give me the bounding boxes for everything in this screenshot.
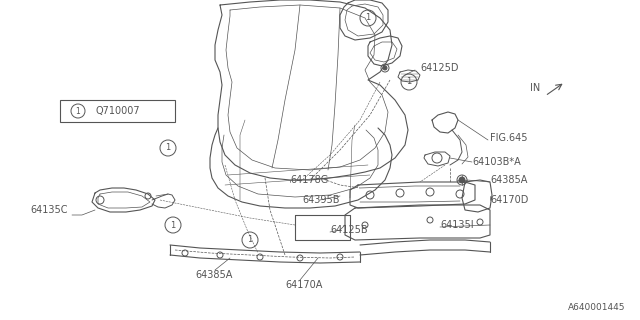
Text: 1: 1 <box>406 77 412 86</box>
Text: 1: 1 <box>76 107 81 116</box>
Text: 64125D: 64125D <box>420 63 458 73</box>
Text: 64170A: 64170A <box>285 280 323 290</box>
Text: Q710007: Q710007 <box>96 106 141 116</box>
Text: 64135C: 64135C <box>30 205 67 215</box>
Circle shape <box>459 177 465 183</box>
Text: A640001445: A640001445 <box>568 303 625 312</box>
Text: 1: 1 <box>170 220 175 229</box>
Text: 1: 1 <box>165 143 171 153</box>
Text: IN: IN <box>530 83 540 93</box>
Text: 64125B: 64125B <box>330 225 367 235</box>
Text: 64395B: 64395B <box>302 195 339 205</box>
Circle shape <box>383 66 387 70</box>
Text: 64103B*A: 64103B*A <box>472 157 521 167</box>
Text: 64178G: 64178G <box>290 175 328 185</box>
Text: FIG.645: FIG.645 <box>490 133 527 143</box>
Text: 64385A: 64385A <box>490 175 527 185</box>
Text: 64135I: 64135I <box>440 220 474 230</box>
FancyBboxPatch shape <box>60 100 175 122</box>
Text: 64385A: 64385A <box>195 270 232 280</box>
Text: 1: 1 <box>248 236 253 244</box>
Text: 1: 1 <box>365 13 371 22</box>
Text: 64170D: 64170D <box>490 195 529 205</box>
